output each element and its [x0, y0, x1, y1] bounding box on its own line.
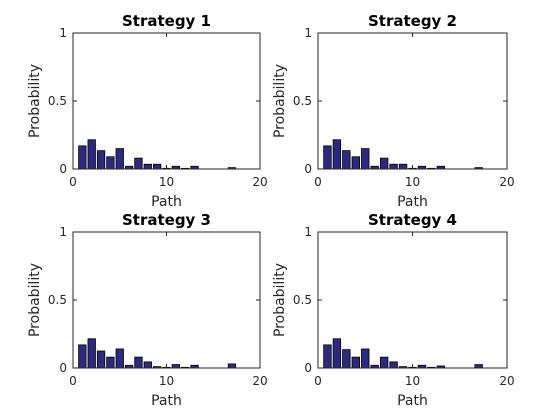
y-tick-label: 0: [59, 361, 67, 375]
axes-box: [317, 32, 508, 170]
bar: [171, 364, 180, 369]
x-tick-label: 10: [159, 374, 174, 388]
bar: [106, 356, 115, 369]
y-axis-label: Probability: [27, 64, 43, 138]
x-axis-label: Path: [151, 393, 182, 409]
bar: [342, 150, 351, 170]
subplot-4: 0 10 20 0 0.5 1 Strategy 4 Path Probability: [272, 211, 515, 409]
bar: [389, 361, 398, 369]
x-tick-label: 20: [252, 374, 267, 388]
x-tick-label: 0: [69, 175, 77, 189]
subplot-title: Strategy 1: [122, 12, 211, 30]
y-tick-label: 1: [59, 26, 67, 40]
bar: [379, 356, 389, 369]
subplot-title: Strategy 3: [122, 211, 211, 229]
x-tick-label: 0: [69, 374, 77, 388]
y-axis-label: Probability: [272, 263, 288, 337]
subplot-title: Strategy 2: [368, 12, 457, 30]
bar: [379, 157, 389, 170]
subplot-2: 0 10 20 0 0.5 1 Strategy 2 Path Probability: [272, 12, 515, 210]
y-tick-label: 1: [304, 26, 312, 40]
y-tick-label: 0.5: [293, 293, 312, 307]
bar: [323, 145, 332, 170]
x-tick-label: 0: [314, 374, 322, 388]
axes-box: [72, 231, 261, 369]
bar: [153, 163, 162, 170]
x-tick-label: 10: [159, 175, 174, 189]
bar: [227, 363, 237, 369]
bar: [134, 157, 143, 170]
bar: [351, 356, 360, 369]
bar: [87, 338, 96, 369]
subplot-1: 0 10 20 0 0.5 1 Strategy 1 Path Probability: [27, 12, 268, 210]
bar: [323, 344, 332, 369]
y-axis-label: Probability: [27, 263, 43, 337]
bar: [361, 148, 370, 170]
bar: [398, 163, 408, 170]
bar: [342, 349, 351, 369]
bar: [106, 156, 115, 170]
x-tick-label: 20: [252, 175, 267, 189]
axes-box: [72, 32, 261, 170]
bar: [115, 348, 124, 369]
subplot-title: Strategy 4: [368, 211, 457, 229]
x-tick-label: 10: [405, 175, 420, 189]
y-axis-label: Probability: [272, 64, 288, 138]
bar: [96, 350, 106, 369]
x-tick-label: 0: [314, 175, 322, 189]
x-axis-label: Path: [397, 194, 428, 210]
bar: [96, 150, 106, 170]
bar: [134, 356, 143, 369]
subplot-3: 0 10 20 0 0.5 1 Strategy 3 Path Probability: [27, 211, 268, 409]
y-tick-label: 0: [304, 361, 312, 375]
x-tick-label: 20: [499, 175, 514, 189]
y-tick-label: 1: [59, 225, 67, 239]
bar: [78, 344, 87, 369]
y-tick-label: 0.5: [48, 94, 67, 108]
bar: [78, 145, 87, 170]
bar: [332, 338, 342, 369]
bar: [389, 163, 398, 170]
y-tick-label: 0: [59, 162, 67, 176]
y-tick-label: 0: [304, 162, 312, 176]
x-axis-label: Path: [397, 393, 428, 409]
axes-box: [317, 231, 508, 369]
bar: [143, 163, 152, 170]
bar: [332, 139, 342, 170]
y-tick-label: 1: [304, 225, 312, 239]
bar: [351, 156, 360, 170]
bar: [115, 148, 124, 170]
x-tick-label: 20: [499, 374, 514, 388]
y-tick-label: 0.5: [48, 293, 67, 307]
x-axis-label: Path: [151, 194, 182, 210]
bar: [143, 361, 152, 369]
bar: [87, 139, 96, 170]
bar: [361, 348, 370, 369]
y-tick-label: 0.5: [293, 94, 312, 108]
bar: [474, 364, 483, 369]
x-tick-label: 10: [405, 374, 420, 388]
